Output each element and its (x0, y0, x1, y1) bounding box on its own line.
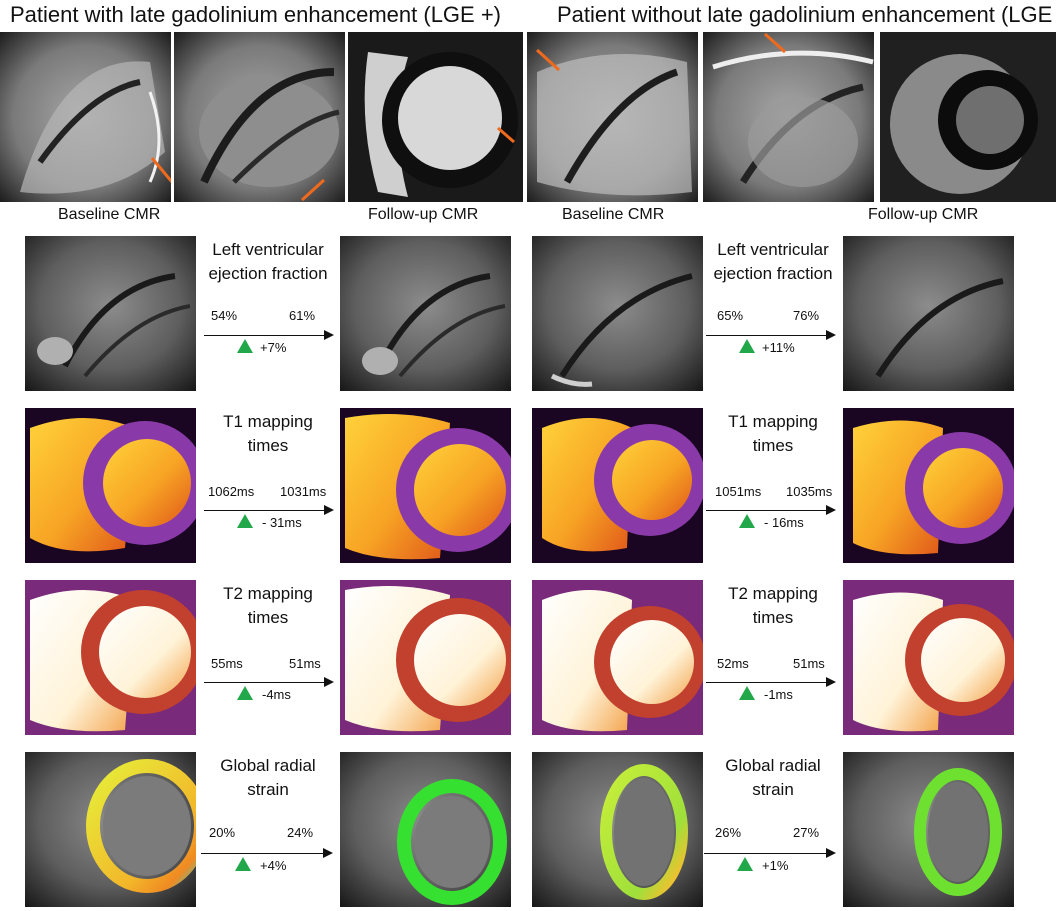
t1-right-delta: - 16ms (764, 515, 804, 530)
t1map-right-followup (843, 408, 1014, 563)
strain-left-after: 24% (287, 825, 314, 840)
strain-right-before: 26% (715, 825, 742, 840)
metric-label-t1-left: T1 mapping times (223, 412, 313, 455)
t1-left-after: 1031ms (280, 484, 327, 499)
strain-right-followup (843, 752, 1014, 907)
metric-label-t2-left: T2 mapping times (223, 584, 313, 627)
t2-right-after: 51ms (793, 656, 825, 671)
t2-left-before: 55ms (211, 656, 243, 671)
metric-label-strain-left: Global radial strain (220, 756, 316, 799)
lge-image-left-2 (174, 32, 345, 202)
arrow-lvef-left (204, 330, 334, 340)
metric-label-lvef-left: Left ventricular ejection fraction (208, 240, 328, 283)
arrow-strain-left (201, 848, 333, 858)
t2map-right-followup (843, 580, 1014, 735)
strain-left-before: 20% (209, 825, 236, 840)
title-lge-negative: Patient without late gadolinium enhancem… (557, 2, 1056, 27)
up-triangle-icon (739, 514, 755, 528)
arrow-strain-right (704, 848, 836, 858)
caption-right-followup: Follow-up CMR (868, 206, 979, 223)
t1-right-after: 1035ms (786, 484, 833, 499)
strain-left-delta: +4% (260, 858, 287, 873)
caption-left-followup: Follow-up CMR (368, 206, 479, 223)
t1-left-before: 1062ms (208, 484, 255, 499)
lvef-left-delta: +7% (260, 340, 287, 355)
lvef-right-delta: +11% (762, 340, 795, 355)
strain-left-followup (340, 752, 511, 907)
arrow-t1-left (204, 505, 334, 515)
t1map-left-baseline (25, 408, 196, 563)
t1map-left-followup (340, 408, 511, 563)
t1-left-delta: - 31ms (262, 515, 302, 530)
up-triangle-icon (235, 857, 251, 871)
t2map-left-followup (340, 580, 511, 735)
cine-right-followup (843, 236, 1014, 391)
t1-right-before: 1051ms (715, 484, 762, 499)
up-triangle-icon (737, 857, 753, 871)
up-triangle-icon (237, 339, 253, 353)
strain-right-after: 27% (793, 825, 820, 840)
t2map-left-baseline (25, 580, 196, 735)
up-triangle-icon (237, 514, 253, 528)
t2map-right-baseline (532, 580, 703, 735)
metric-label-t2-right: T2 mapping times (728, 584, 818, 627)
cine-left-baseline (25, 236, 196, 391)
caption-right-baseline: Baseline CMR (562, 206, 665, 223)
metric-label-lvef-right: Left ventricular ejection fraction (713, 240, 833, 283)
lge-image-right-3 (880, 32, 1056, 202)
arrow-t2-left (204, 677, 334, 687)
cine-left-followup (340, 236, 511, 391)
strain-left-baseline (25, 752, 196, 907)
t2-left-after: 51ms (289, 656, 321, 671)
up-triangle-icon (237, 686, 253, 700)
metric-label-t1-right: T1 mapping times (728, 412, 818, 455)
metric-label-strain-right: Global radial strain (725, 756, 821, 799)
t1map-right-baseline (532, 408, 703, 563)
lvef-right-before: 65% (717, 308, 744, 323)
t2-right-before: 52ms (717, 656, 749, 671)
arrow-t1-right (706, 505, 836, 515)
cine-right-baseline (532, 236, 703, 391)
title-lge-positive: Patient with late gadolinium enhancement… (10, 2, 502, 27)
arrow-lvef-right (706, 330, 836, 340)
t2-right-delta: -1ms (764, 687, 793, 702)
caption-left-baseline: Baseline CMR (58, 206, 161, 223)
arrow-t2-right (706, 677, 836, 687)
up-triangle-icon (739, 686, 755, 700)
lvef-left-before: 54% (211, 308, 238, 323)
up-triangle-icon (739, 339, 755, 353)
strain-right-delta: +1% (762, 858, 789, 873)
lge-image-right-1 (527, 32, 698, 202)
lge-image-left-1 (0, 32, 171, 202)
t2-left-delta: -4ms (262, 687, 291, 702)
lge-image-right-2 (703, 32, 874, 202)
lge-image-left-3 (348, 32, 523, 202)
lvef-right-after: 76% (793, 308, 820, 323)
lvef-left-after: 61% (289, 308, 316, 323)
strain-right-baseline (532, 752, 703, 907)
